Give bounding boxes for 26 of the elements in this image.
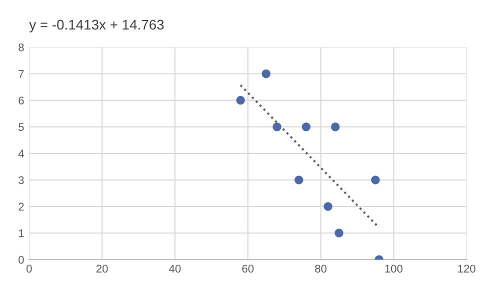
x-tick-label: 0 xyxy=(26,264,32,273)
point xyxy=(294,176,304,184)
y-tick-label: 1 xyxy=(18,229,24,238)
text: y = -0.1413x + 14.763 xyxy=(29,20,164,32)
point xyxy=(324,202,332,211)
point xyxy=(236,96,245,105)
point xyxy=(302,122,311,132)
y-tick-label: 2 xyxy=(18,202,24,211)
point xyxy=(272,122,282,132)
point xyxy=(330,122,340,132)
y-tick-label: 6 xyxy=(18,96,24,104)
y-tick-label: 8 xyxy=(18,43,24,52)
x-tick-label: 60 xyxy=(242,264,254,273)
y-tick-label: 4 xyxy=(18,150,24,158)
y-tick-label: 3 xyxy=(18,176,24,184)
x-tick-label: 80 xyxy=(315,264,327,273)
point xyxy=(371,176,380,184)
point xyxy=(262,69,270,78)
x-tick-label: 40 xyxy=(169,264,181,273)
x-tick-label: 120 xyxy=(458,264,476,273)
y-tick-label: 0 xyxy=(18,256,24,264)
y-tick-label: 7 xyxy=(18,70,24,78)
x-tick-label: 100 xyxy=(385,264,402,273)
y-tick-label: 5 xyxy=(18,123,24,131)
x-tick-label: 20 xyxy=(96,264,108,273)
point xyxy=(334,228,344,238)
